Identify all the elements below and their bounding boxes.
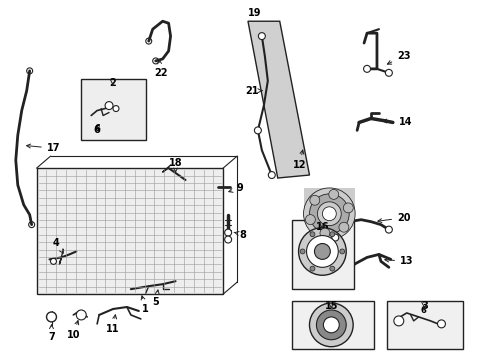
Text: 4: 4 (53, 238, 63, 253)
Text: 6: 6 (94, 125, 101, 135)
Text: 11: 11 (106, 315, 120, 334)
Text: 13: 13 (384, 256, 413, 266)
Circle shape (152, 58, 158, 64)
Circle shape (385, 69, 391, 76)
Bar (37, 168, 223, 294)
Circle shape (105, 102, 113, 109)
Text: 23: 23 (386, 51, 409, 64)
Circle shape (300, 249, 305, 254)
Circle shape (316, 310, 346, 340)
Text: 20: 20 (377, 213, 409, 223)
Bar (303, 188, 354, 239)
Circle shape (29, 222, 35, 228)
Circle shape (331, 234, 338, 241)
Circle shape (254, 127, 261, 134)
Bar (291, 220, 353, 289)
Text: 17: 17 (26, 143, 60, 153)
Circle shape (305, 215, 315, 225)
Circle shape (50, 258, 56, 264)
Circle shape (363, 66, 370, 72)
Circle shape (437, 320, 445, 328)
Circle shape (338, 222, 348, 232)
Circle shape (76, 310, 86, 320)
Text: 6: 6 (94, 124, 100, 133)
Circle shape (113, 105, 119, 112)
Circle shape (268, 172, 275, 179)
Text: 3: 3 (420, 301, 427, 311)
Circle shape (322, 207, 336, 221)
Bar (291, 301, 373, 349)
Circle shape (224, 229, 231, 236)
Text: 7: 7 (48, 325, 55, 342)
Circle shape (339, 249, 344, 254)
Circle shape (319, 228, 329, 238)
Text: 21: 21 (244, 86, 262, 96)
Circle shape (343, 203, 352, 213)
Text: 6: 6 (420, 306, 426, 315)
Bar (386, 301, 462, 349)
Text: 18: 18 (168, 158, 182, 172)
Circle shape (314, 243, 330, 260)
Circle shape (303, 188, 354, 239)
Circle shape (329, 266, 334, 271)
Text: 16: 16 (315, 222, 328, 231)
Text: 8: 8 (234, 230, 246, 239)
Text: 19: 19 (248, 8, 261, 18)
Circle shape (298, 228, 346, 275)
Polygon shape (247, 21, 309, 178)
Circle shape (309, 266, 314, 271)
Circle shape (145, 38, 151, 44)
Circle shape (309, 194, 348, 234)
Text: 5: 5 (152, 290, 159, 307)
Circle shape (309, 303, 352, 347)
Circle shape (224, 236, 231, 243)
Text: 9: 9 (228, 183, 243, 193)
Text: 15: 15 (324, 301, 337, 311)
Text: 14: 14 (382, 117, 412, 127)
Circle shape (385, 226, 391, 233)
Circle shape (46, 312, 56, 322)
Text: 10: 10 (66, 321, 80, 340)
Text: 22: 22 (154, 60, 167, 78)
Text: 12: 12 (292, 150, 305, 170)
Circle shape (328, 189, 338, 199)
Circle shape (393, 316, 403, 326)
Circle shape (306, 235, 338, 267)
Bar (81, 79, 145, 140)
Circle shape (317, 202, 341, 226)
Circle shape (323, 317, 339, 333)
Text: 2: 2 (109, 78, 116, 88)
Circle shape (258, 33, 265, 40)
Text: 1: 1 (141, 296, 149, 314)
Circle shape (309, 195, 319, 205)
Circle shape (329, 232, 334, 237)
Circle shape (309, 232, 314, 237)
Circle shape (27, 68, 33, 74)
